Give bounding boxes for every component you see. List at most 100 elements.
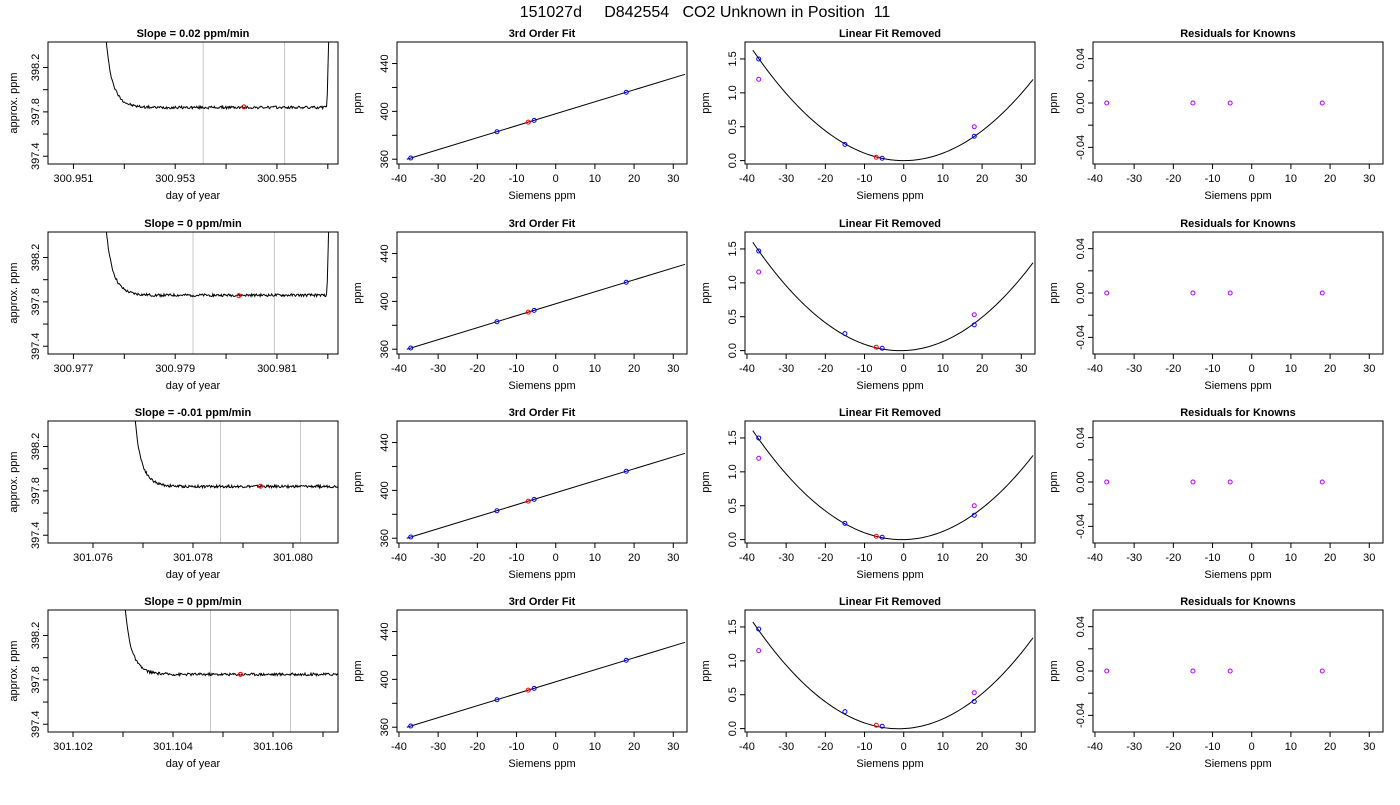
y-axis-label: ppm	[700, 660, 712, 681]
x-tick-label: -20	[469, 741, 485, 753]
panel-data	[105, 42, 330, 164]
x-tick-label: 30	[667, 363, 679, 375]
y-axis-label: ppm	[1048, 471, 1060, 492]
y-tick-label: 360	[379, 718, 391, 736]
x-tick-label: 0	[1249, 552, 1255, 564]
plot-frame	[744, 609, 1036, 733]
x-tick-label: 10	[589, 741, 601, 753]
x-axis-label: Siemens ppm	[1204, 190, 1271, 202]
x-tick-label: -40	[391, 552, 407, 564]
x-tick-label: 30	[667, 173, 679, 185]
known-point	[756, 56, 762, 62]
x-tick-label: -10	[857, 552, 873, 564]
x-tick-label: -20	[469, 363, 485, 375]
known-point	[1227, 479, 1233, 485]
y-tick-label: 398.2	[30, 433, 42, 461]
x-tick-label: -40	[391, 173, 407, 185]
x-tick-label: -40	[739, 552, 755, 564]
panel-data	[752, 242, 1034, 352]
x-tick-label: 10	[1285, 741, 1297, 753]
y-axis-label: ppm	[700, 282, 712, 303]
alt-point	[971, 312, 977, 318]
fit-curve	[752, 621, 1034, 730]
plot-frame	[1092, 420, 1384, 544]
known-point	[1104, 290, 1110, 296]
known-point	[1227, 100, 1233, 106]
figure-title: 151027d D842554 CO2 Unknown in Position …	[520, 4, 891, 21]
mean-marker	[241, 104, 247, 110]
panel-data	[124, 610, 338, 732]
known-point	[1319, 290, 1325, 296]
panel-title: Linear Fit Removed	[839, 218, 941, 230]
y-axis-label: ppm	[1048, 92, 1060, 113]
panel-title: 3rd Order Fit	[509, 407, 576, 419]
known-point	[494, 319, 500, 325]
alt-point	[971, 503, 977, 509]
y-axis-label: approx. ppm	[8, 451, 20, 512]
x-tick-label: 20	[628, 363, 640, 375]
x-tick-label: 30	[1363, 363, 1375, 375]
panel-data	[1104, 479, 1325, 485]
x-tick-label: 0	[901, 741, 907, 753]
x-tick-label: 300.977	[54, 363, 94, 375]
y-tick-label: 397.4	[30, 142, 42, 170]
y-tick-label: 400	[379, 102, 391, 120]
y-tick-label: 1.5	[727, 51, 739, 66]
y-tick-label: 398.2	[30, 244, 42, 272]
y-tick-label: -0.04	[1075, 325, 1087, 350]
mean-marker	[238, 671, 243, 677]
unknown-point	[525, 498, 531, 504]
x-tick-label: -30	[1126, 363, 1142, 375]
plot-frame	[1092, 41, 1384, 165]
plot-frame	[396, 231, 688, 355]
x-tick-label: 301.102	[53, 741, 93, 753]
known-point	[756, 248, 762, 254]
panel-r3-c3: Linear Fit Removed -40 -30 -20 -10 0 10 20 30 0.0…	[700, 407, 1036, 581]
plot-frame	[396, 609, 688, 733]
y-tick-label: 0.5	[727, 119, 739, 134]
x-tick-label: -40	[1087, 741, 1103, 753]
x-tick-label: -40	[1087, 173, 1103, 185]
x-tick-label: 20	[628, 173, 640, 185]
known-point	[1190, 479, 1196, 485]
panel-data	[1104, 668, 1325, 674]
y-tick-label: 440	[379, 622, 391, 640]
panel-title: 3rd Order Fit	[509, 596, 576, 608]
trace-line	[105, 42, 330, 111]
x-tick-label: 301.076	[73, 552, 113, 564]
fit-line	[406, 73, 686, 160]
panel-r1-c3: Linear Fit Removed -40 -30 -20 -10 0 10 20 30 0.0…	[700, 28, 1036, 202]
panel-data	[406, 452, 686, 540]
panel-r4-c2: 3rd Order Fit -40 -30 -20 -10 0 10 20 30 360 400 44…	[352, 596, 688, 770]
mean-marker	[258, 483, 263, 489]
x-tick-label: 301.080	[273, 552, 313, 564]
known-point	[494, 697, 500, 703]
x-tick-label: 10	[589, 173, 601, 185]
y-axis-label: ppm	[1048, 660, 1060, 681]
unknown-point	[525, 309, 531, 315]
x-tick-label: 10	[937, 363, 949, 375]
alt-point	[971, 690, 977, 696]
panel-title: Residuals for Knowns	[1180, 407, 1296, 419]
x-tick-label: 10	[1285, 173, 1297, 185]
known-point	[494, 129, 500, 135]
y-tick-label: 0.04	[1075, 48, 1087, 69]
x-tick-label: 20	[976, 173, 988, 185]
panel-r2-c4: Residuals for Knowns -40 -30 -20 -10 0 10 20 30 -…	[1048, 218, 1384, 392]
x-tick-label: -10	[509, 741, 525, 753]
x-tick-label: -20	[1165, 552, 1181, 564]
y-axis-label: ppm	[352, 471, 364, 492]
x-tick-label: 300.955	[257, 173, 297, 185]
fit-line	[406, 641, 686, 728]
y-tick-label: 440	[379, 433, 391, 451]
y-tick-label: 398.2	[30, 54, 42, 82]
x-tick-label: -40	[1087, 363, 1103, 375]
trace-line	[134, 421, 338, 490]
x-tick-label: -30	[1126, 173, 1142, 185]
known-point	[531, 685, 537, 691]
plot-frame	[744, 420, 1036, 544]
y-tick-label: 0.04	[1075, 238, 1087, 259]
x-tick-label: 301.104	[153, 741, 193, 753]
y-tick-label: 0.0	[727, 343, 739, 358]
